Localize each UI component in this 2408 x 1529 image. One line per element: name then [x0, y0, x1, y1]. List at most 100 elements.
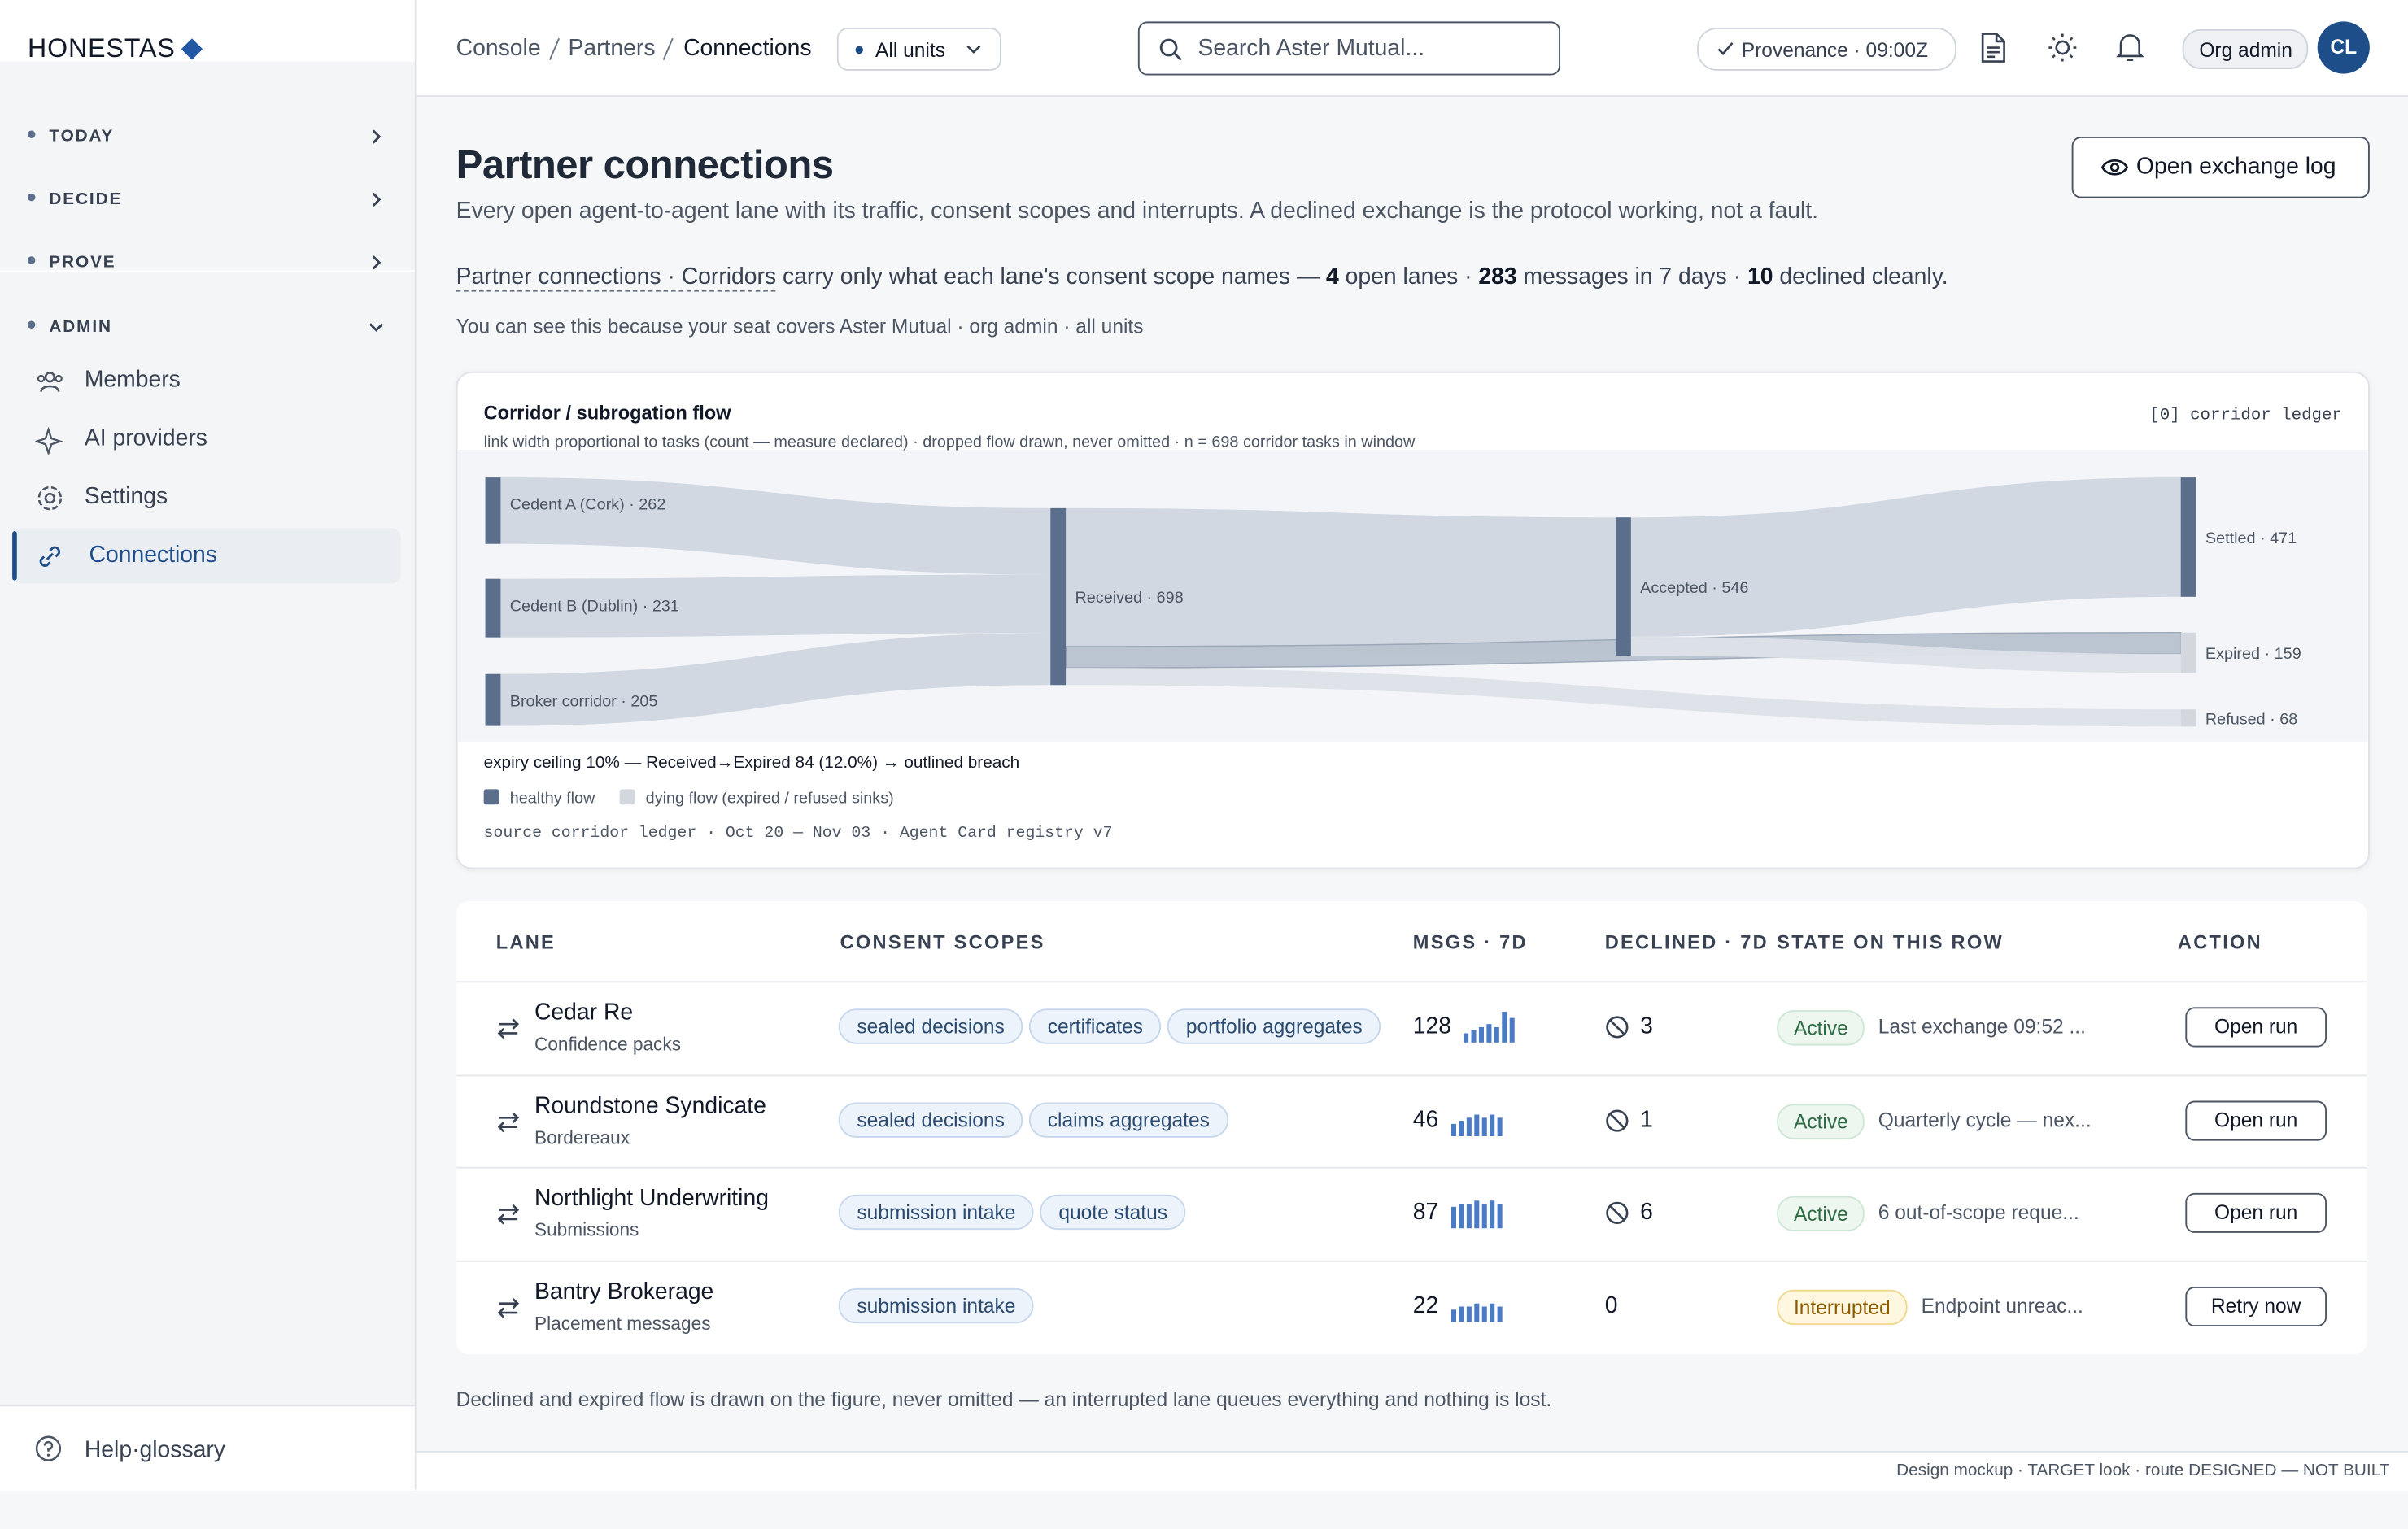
search[interactable]: Search Aster Mutual... [1137, 21, 1561, 76]
scope-chip: quote status [1040, 1194, 1186, 1231]
node-label: Cedent B (Dublin) · 231 [510, 597, 679, 615]
unit-filter[interactable]: All units [836, 27, 1001, 71]
lane-sub: Placement messages [534, 1312, 711, 1334]
breadcrumb[interactable]: Partners [568, 35, 656, 62]
lane-icon [497, 1111, 520, 1132]
action-button[interactable]: Open run [2185, 1007, 2327, 1048]
msgs: 128 [1412, 1013, 1452, 1040]
dot [855, 46, 863, 54]
icon-ai [35, 426, 63, 455]
spark-bar [1490, 1302, 1495, 1322]
nav-item-label: Members [84, 367, 181, 394]
role[interactable]: Org admin [2182, 28, 2309, 69]
spark-bar [1459, 1204, 1464, 1229]
declined-icon [1606, 1109, 1629, 1131]
spark-bar [1486, 1024, 1492, 1043]
table-row: Cedar Re Confidence packs sealed decisions… [456, 981, 2367, 1074]
action-button[interactable]: Open run [2185, 1100, 2327, 1140]
legend-swatch [483, 789, 499, 805]
lane-icon [497, 1018, 520, 1039]
action-button[interactable]: Retry now [2185, 1286, 2327, 1326]
brand-logo [181, 38, 203, 60]
scope-chip: portfolio aggregates [1167, 1008, 1381, 1044]
legend-label: dying flow (expired / refused sinks) [646, 789, 894, 807]
summary: Partner connections · Corridors carry on… [456, 264, 1948, 292]
msgs: 46 [1412, 1106, 1439, 1133]
scope-chip: claims aggregates [1029, 1101, 1228, 1137]
column-header: LANE [495, 931, 556, 954]
flow-node [485, 477, 501, 544]
divider [0, 270, 415, 272]
open-log-button[interactable]: Open exchange log [2071, 137, 2370, 198]
spark-bar [1450, 1309, 1457, 1322]
icon-theme[interactable] [2047, 33, 2078, 63]
spark-bar [1502, 1012, 1507, 1043]
declined-icon-slash [1609, 1204, 1625, 1221]
icon-check [1717, 41, 1734, 56]
nav-item[interactable]: Settings [12, 470, 401, 525]
flow-node [1050, 507, 1067, 686]
nav-group[interactable]: DECIDE [27, 190, 123, 209]
column-header: MSGS · 7D [1412, 931, 1528, 954]
declined-icon-slash [1609, 1112, 1625, 1128]
declined: 1 [1640, 1106, 1653, 1133]
spark-bar [1490, 1113, 1495, 1136]
sparkline [1464, 1012, 1515, 1043]
breadcrumb[interactable]: Console [456, 35, 541, 62]
flow-node [2180, 632, 2196, 673]
lane-icon-path [497, 1018, 520, 1039]
nav-item-active[interactable]: Connections [12, 528, 401, 584]
state-note: Last exchange 09:52 ... [1878, 1014, 2086, 1039]
nav-group-label: DECIDE [49, 190, 123, 209]
scope-chip: submission intake [838, 1287, 1035, 1323]
avatar[interactable]: CL [2317, 21, 2370, 74]
lane-name: Northlight Underwriting [534, 1185, 769, 1212]
summary-lanes: 4 [1326, 264, 1339, 290]
provenance[interactable]: Provenance · 09:00Z [1697, 27, 1957, 71]
column-header: STATE ON THIS ROW [1777, 931, 2004, 954]
flow-node [2180, 709, 2196, 727]
nav-group[interactable]: TODAY [27, 128, 114, 146]
scopes: submission intake quote status [838, 1194, 1192, 1231]
nav-group[interactable]: PROVE [27, 253, 116, 272]
crumb-sep [548, 37, 561, 60]
nav-item[interactable]: AI providers [12, 412, 401, 467]
caret [966, 45, 981, 54]
footer-label: Design mockup · TARGET look · route DESI… [1896, 1461, 2390, 1480]
nav-item[interactable]: Members [12, 353, 401, 408]
help[interactable]: Help·glossary [0, 1405, 415, 1492]
node-label: Expired · 159 [2205, 645, 2301, 663]
summary-link[interactable]: Partner connections · Corridors [456, 264, 777, 292]
flow-link [500, 477, 1051, 575]
icon-eye [2100, 159, 2129, 176]
crumb-sep [662, 37, 674, 60]
brand: HONESTAS [0, 0, 415, 63]
nav-group[interactable]: ADMIN [27, 318, 112, 336]
lanes-table: LANE CONSENT SCOPES MSGS · 7D DECLINED · 7D… [456, 901, 2367, 1355]
state: Active [1777, 1196, 1865, 1232]
page-subtitle: Every open agent-to-agent lane with its … [456, 198, 1819, 224]
state-note: 6 out-of-scope reque... [1878, 1200, 2079, 1224]
declined: 6 [1640, 1199, 1653, 1226]
node-label: Settled · 471 [2205, 529, 2297, 547]
action-button[interactable]: Open run [2185, 1192, 2327, 1233]
state-note: Quarterly cycle — nex... [1878, 1108, 2092, 1131]
icon-doc[interactable] [1979, 33, 2007, 63]
scopes: submission intake [838, 1287, 1040, 1323]
flow-node [2180, 477, 2196, 597]
help-label: Help·glossary [84, 1436, 225, 1464]
spark-bar [1497, 1305, 1503, 1322]
flow-link [1066, 668, 2181, 727]
declined-icon [1606, 1201, 1629, 1224]
msgs: 87 [1412, 1199, 1439, 1226]
icon-bell[interactable] [2116, 33, 2144, 63]
lane-icon-path [497, 1204, 520, 1225]
flow-link [1066, 507, 1616, 656]
figure-subtitle: link width proportional to tasks (count … [484, 433, 1416, 451]
column-header: ACTION [2177, 931, 2262, 954]
state: Active [1777, 1103, 1865, 1139]
sparkline [1450, 1302, 1503, 1322]
lane-name: Roundstone Syndicate [534, 1092, 766, 1119]
